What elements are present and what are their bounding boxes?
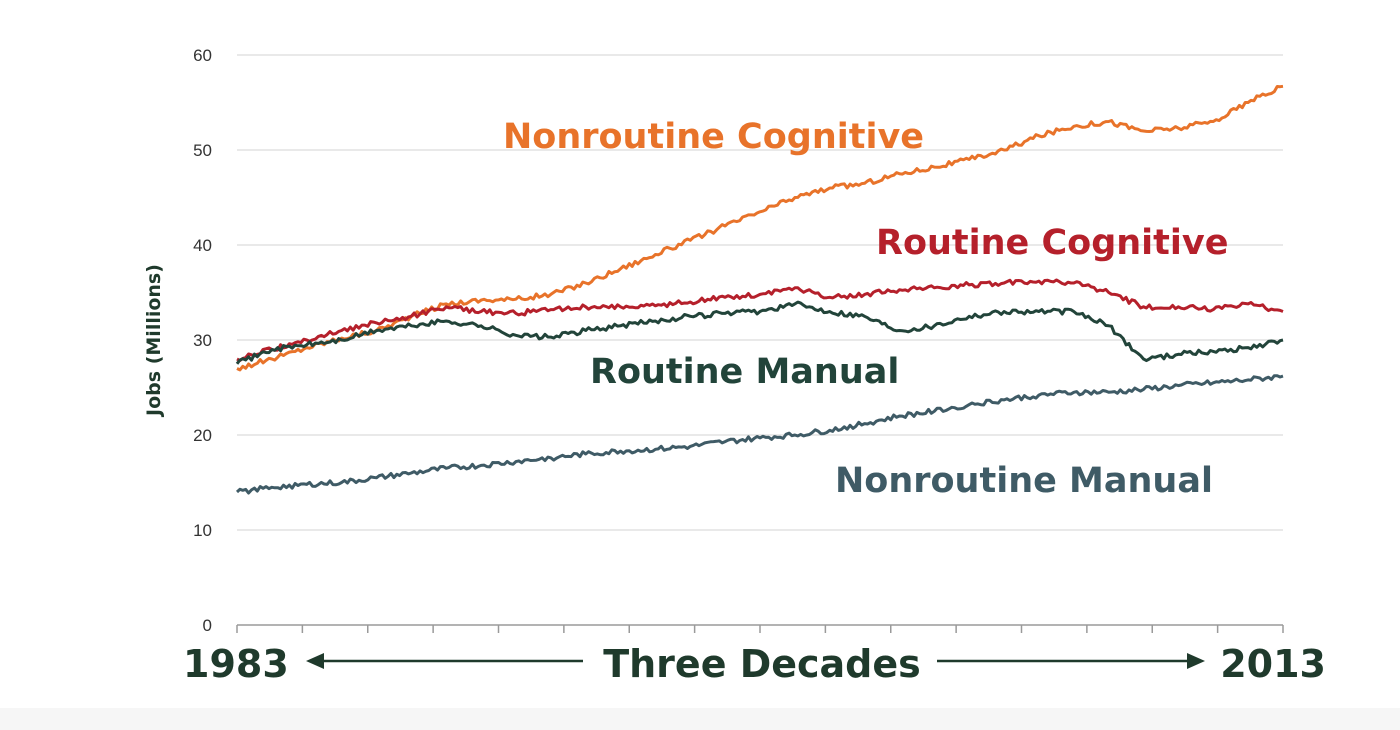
series-lines [235, 84, 1284, 495]
y-tick-label-40: 40 [193, 236, 212, 255]
y-tick-label-20: 20 [193, 426, 212, 445]
x-axis-label: Three Decades [603, 642, 921, 686]
y-tick-label-50: 50 [193, 141, 212, 160]
right-arrow [937, 653, 1205, 669]
series-line-routine-manual [235, 300, 1284, 365]
series-label-nonroutine-manual: Nonroutine Manual [835, 461, 1213, 501]
series-line-routine-cognitive [236, 278, 1284, 363]
footer-band [0, 708, 1400, 730]
y-tick-label-30: 30 [193, 331, 212, 350]
x-axis [236, 624, 1284, 633]
y-tick-label-60: 60 [193, 46, 212, 65]
y-tick-label-10: 10 [193, 521, 212, 540]
series-label-routine-manual: Routine Manual [590, 352, 899, 392]
y-tick-labels: 0 10 20 30 40 50 60 [193, 46, 212, 635]
series-line-nonroutine-manual [235, 374, 1284, 495]
series-label-nonroutine-cognitive: Nonroutine Cognitive [503, 117, 924, 157]
gridlines [237, 54, 1283, 531]
x-start-label: 1983 [183, 642, 289, 686]
series-label-routine-cognitive: Routine Cognitive [876, 223, 1228, 263]
y-axis-label: Jobs (Millions) [143, 264, 165, 418]
y-tick-label-0: 0 [203, 616, 212, 635]
left-arrow [306, 653, 583, 669]
x-end-label: 2013 [1220, 642, 1326, 686]
